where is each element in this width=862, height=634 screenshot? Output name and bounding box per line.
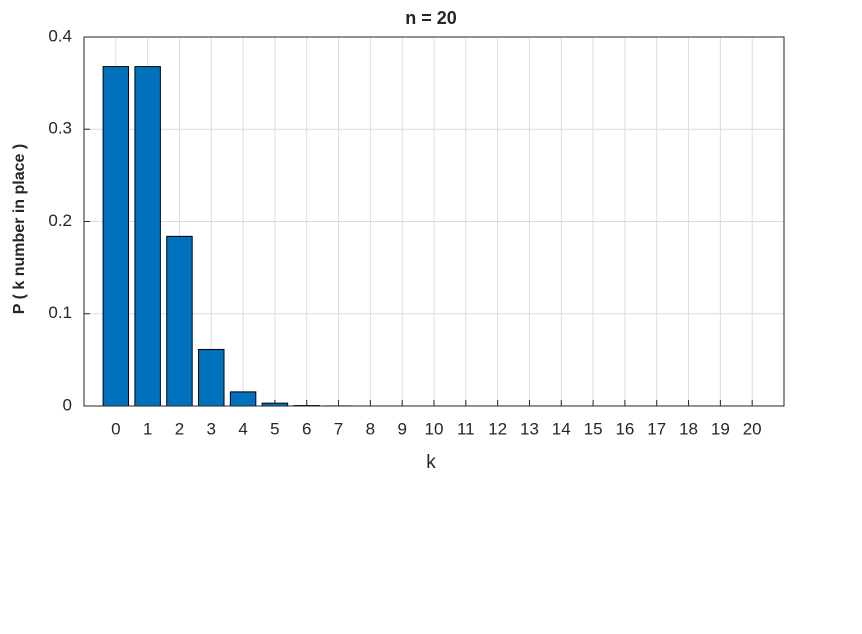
x-tick-label: 18 [679, 419, 698, 438]
x-tick-label: 9 [397, 419, 406, 438]
x-tick-label: 1 [143, 419, 152, 438]
x-tick-label: 12 [488, 419, 507, 438]
bar [166, 235, 193, 407]
axes-box [83, 36, 785, 407]
x-tick-label: 0 [111, 419, 120, 438]
y-tick-label: 0.1 [48, 303, 72, 322]
x-tick-label: 10 [425, 419, 444, 438]
bar [102, 66, 130, 407]
y-tick-label: 0.4 [48, 26, 72, 45]
x-tick-label: 5 [270, 419, 279, 438]
x-axis-label: k [426, 452, 436, 473]
x-tick-label: 16 [615, 419, 634, 438]
y-tick-label: 0.2 [48, 211, 72, 230]
x-tick-label: 15 [584, 419, 603, 438]
x-tick-label: 19 [711, 419, 730, 438]
y-axis-label: P ( k number in place ) [11, 144, 28, 314]
x-tick-label: 7 [334, 419, 343, 438]
x-tick-label: 20 [743, 419, 762, 438]
x-tick-label: 13 [520, 419, 539, 438]
x-tick-label: 3 [207, 419, 216, 438]
x-tick-label: 8 [366, 419, 375, 438]
chart-title: n = 20 [405, 8, 457, 28]
x-tick-label: 4 [238, 419, 247, 438]
x-tick-label: 14 [552, 419, 571, 438]
bar [229, 391, 257, 407]
x-tick-label: 17 [647, 419, 666, 438]
x-tick-label: 6 [302, 419, 311, 438]
bar [198, 348, 225, 407]
y-tick-label: 0 [63, 395, 72, 414]
bar [134, 66, 161, 407]
x-tick-label: 2 [175, 419, 184, 438]
x-tick-label: 11 [457, 419, 475, 438]
y-tick-label: 0.3 [48, 119, 72, 138]
